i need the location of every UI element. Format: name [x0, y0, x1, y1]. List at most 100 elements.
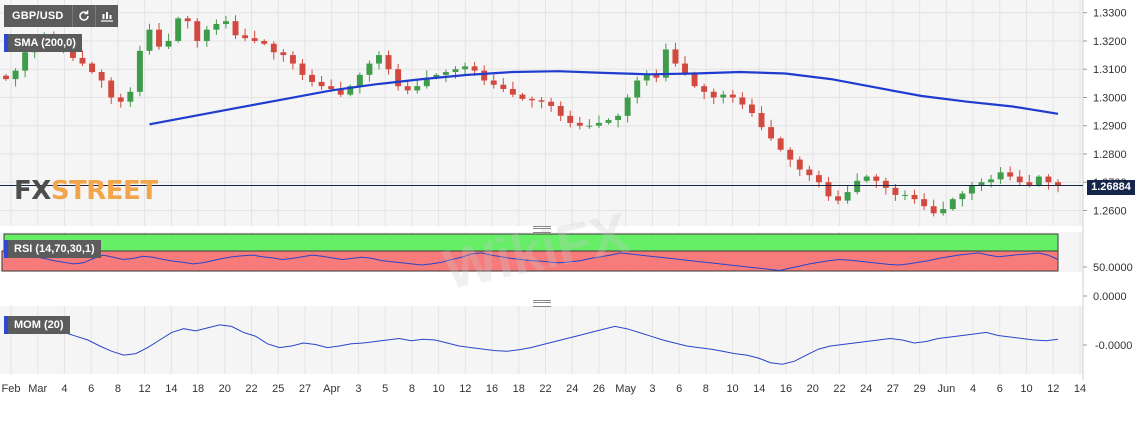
time-tick-label: 10: [432, 383, 444, 395]
candle-down: [79, 57, 86, 64]
candle-down: [548, 101, 555, 106]
candle-up: [662, 49, 669, 78]
rsi-oversold-zone: [1, 250, 1059, 272]
candle-up: [12, 70, 19, 80]
candle-down: [815, 175, 822, 183]
candle-down: [1055, 182, 1061, 186]
mom-indicator-label[interactable]: MOM (20): [4, 316, 70, 334]
time-tick-label: 22: [833, 383, 845, 395]
rsi-indicator-label[interactable]: RSI (14,70,30,1): [4, 240, 101, 258]
candle-down: [98, 72, 105, 81]
candle-up: [634, 80, 641, 98]
logo-street: STREET: [50, 176, 158, 206]
candle-up: [624, 97, 631, 116]
candle-down: [1016, 176, 1023, 183]
time-tick-label: 29: [914, 383, 926, 395]
candle-up: [146, 29, 153, 51]
candle-up: [940, 209, 947, 214]
candle-down: [758, 113, 765, 128]
candle-down: [835, 196, 842, 201]
candle-up: [462, 66, 469, 70]
rsi-tick-label: 50.0000: [1093, 262, 1133, 274]
candle-up: [423, 77, 430, 87]
time-tick-label: 8: [115, 383, 121, 395]
candle-up: [643, 74, 650, 81]
candle-up: [605, 120, 612, 123]
candle-down: [787, 149, 794, 160]
price-tick-label: 1.2600: [1093, 205, 1127, 217]
pane-splitter[interactable]: [533, 300, 551, 307]
candle-down: [261, 40, 268, 44]
time-tick-label: 16: [780, 383, 792, 395]
price-tick-label: 1.3000: [1093, 92, 1127, 104]
candle-down: [529, 98, 535, 101]
candle-down: [519, 94, 526, 99]
time-tick-label: 12: [459, 383, 471, 395]
mom-tick-label: -0.0000: [1095, 340, 1132, 352]
candle-up: [165, 40, 172, 47]
candle-up: [452, 69, 459, 73]
time-tick-label: 14: [753, 383, 765, 395]
candle-down: [328, 86, 335, 89]
price-tick-label: 1.3100: [1093, 64, 1127, 76]
time-tick-label: 8: [703, 383, 709, 395]
candle-down: [739, 97, 746, 105]
time-tick-label: 4: [970, 383, 976, 395]
candle-up: [902, 194, 908, 196]
time-tick-label: Mar: [28, 383, 47, 395]
time-tick-label: 24: [860, 383, 872, 395]
candle-up: [968, 185, 975, 194]
time-tick-label: 12: [139, 383, 151, 395]
price-tick-label: 1.2900: [1093, 121, 1127, 133]
candle-up: [854, 180, 861, 193]
candle-up: [997, 172, 1004, 180]
candle-down: [691, 73, 698, 87]
time-tick-label: 27: [887, 383, 899, 395]
symbol-label[interactable]: GBP/USD: [12, 10, 64, 22]
candle-up: [615, 115, 622, 121]
last-price-tag: 1.26884: [1087, 180, 1135, 195]
candle-down: [672, 49, 679, 64]
rsi-tick-label: 0.0000: [1093, 291, 1127, 303]
candle-down: [1026, 182, 1033, 186]
candle-up: [136, 50, 143, 92]
candle-down: [653, 74, 660, 78]
pane-splitter[interactable]: [533, 226, 551, 233]
candle-down: [576, 122, 583, 126]
candle-up: [959, 193, 966, 200]
time-tick-label: 3: [355, 383, 361, 395]
candle-down: [500, 84, 507, 89]
candle-down: [385, 55, 392, 70]
sma-indicator-label[interactable]: SMA (200,0): [4, 34, 82, 52]
candle-down: [404, 86, 411, 91]
price-tick-label: 1.3200: [1093, 36, 1127, 48]
rsi-line: [3, 246, 1059, 272]
candle-down: [701, 86, 708, 92]
candle-down: [289, 55, 296, 64]
candle-down: [882, 180, 889, 188]
time-tick-label: 27: [299, 383, 311, 395]
candle-up: [22, 52, 29, 71]
candle-up: [203, 29, 210, 41]
candle-down: [567, 115, 574, 123]
time-tick-label: 6: [997, 383, 1003, 395]
time-tick-label: 26: [593, 383, 605, 395]
candle-up: [347, 86, 354, 95]
candle-up: [949, 199, 956, 210]
candle-down: [232, 21, 239, 36]
candle-down: [309, 74, 316, 82]
candle-down: [194, 21, 201, 41]
time-tick-label: 25: [272, 383, 284, 395]
refresh-icon[interactable]: [71, 5, 95, 27]
candle-down: [270, 43, 277, 53]
mom-pane: [0, 306, 1083, 374]
candle-down: [108, 80, 115, 98]
candlestick-icon[interactable]: [94, 5, 118, 27]
price-tick-label: 1.2800: [1093, 149, 1127, 161]
candle-down: [481, 70, 488, 81]
time-tick-label: 6: [88, 383, 94, 395]
candle-up: [222, 21, 229, 25]
candle-down: [930, 206, 937, 214]
time-tick-label: 18: [513, 383, 525, 395]
